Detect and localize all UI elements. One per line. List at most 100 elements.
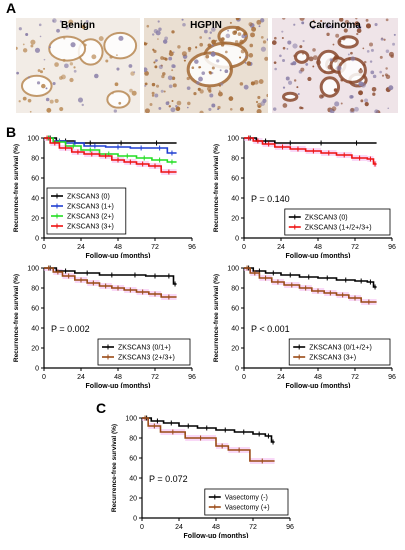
x-tick-label: 24	[77, 244, 85, 251]
stained-nucleus	[300, 67, 305, 72]
panel-letter-c: C	[96, 400, 107, 416]
stained-nucleus	[25, 32, 29, 37]
x-tick-label: 48	[114, 244, 122, 251]
stained-nucleus	[385, 18, 389, 22]
gland-lumen	[337, 35, 359, 49]
y-tick-label: 40	[129, 476, 137, 483]
stained-nucleus	[30, 39, 36, 45]
stained-nucleus	[116, 54, 118, 57]
micrograph-hgpin: HGPIN	[144, 18, 268, 113]
stained-nucleus	[360, 99, 364, 103]
stained-nucleus	[77, 97, 84, 103]
stained-nucleus	[339, 40, 342, 43]
stained-nucleus	[164, 36, 169, 41]
stained-nucleus	[282, 103, 288, 108]
y-axis-label: Recurrence-free survival (%)	[13, 144, 20, 232]
stained-nucleus	[39, 35, 42, 38]
stained-nucleus	[311, 26, 315, 30]
x-tick-label: 0	[42, 374, 46, 381]
stained-nucleus	[158, 64, 163, 70]
x-tick-label: 72	[351, 244, 359, 251]
stained-nucleus	[209, 93, 214, 98]
legend-label: Vasectomy (+)	[225, 505, 270, 512]
stained-nucleus	[168, 56, 173, 61]
stained-nucleus	[388, 85, 394, 91]
km-plot-b3: 0 20 40 60 80 100 0 24 48 72 96 Follow-up (months) R…	[13, 265, 196, 388]
stained-nucleus	[225, 33, 231, 39]
stained-nucleus	[256, 19, 262, 25]
stained-nucleus	[272, 107, 277, 111]
stained-nucleus	[52, 81, 56, 86]
stained-nucleus	[48, 46, 52, 49]
y-tick-label: 100	[27, 266, 39, 273]
legend-box	[288, 338, 391, 366]
stained-nucleus	[372, 92, 376, 96]
stained-nucleus	[160, 89, 164, 93]
stained-nucleus	[16, 71, 19, 75]
stained-nucleus	[65, 26, 69, 30]
stained-nucleus	[250, 81, 255, 86]
stained-nucleus	[157, 20, 160, 23]
y-tick-label: 0	[235, 366, 239, 373]
stained-nucleus	[224, 69, 229, 74]
stained-nucleus	[339, 18, 344, 22]
stained-nucleus	[379, 55, 383, 59]
stained-nucleus	[366, 50, 370, 53]
stained-nucleus	[282, 59, 286, 62]
stained-nucleus	[151, 33, 155, 36]
stained-nucleus	[341, 36, 346, 41]
stained-nucleus	[325, 23, 330, 29]
stained-nucleus	[49, 99, 54, 104]
confidence-band	[44, 268, 177, 300]
stained-nucleus	[333, 55, 339, 60]
stained-nucleus	[237, 32, 242, 36]
stained-nucleus	[168, 105, 171, 108]
stained-nucleus	[326, 32, 330, 37]
stained-nucleus	[128, 64, 133, 68]
stained-nucleus	[350, 56, 356, 62]
stained-nucleus	[54, 98, 59, 103]
stained-nucleus	[181, 51, 187, 57]
legend-label: ZKSCAN3 (1+/2+/3+)	[305, 225, 372, 232]
stained-nucleus	[383, 38, 386, 41]
stained-nucleus	[208, 107, 212, 111]
stained-nucleus	[281, 30, 284, 33]
stained-nucleus	[229, 107, 233, 111]
survival-curve	[44, 137, 177, 154]
stained-nucleus	[244, 61, 247, 64]
x-axis-label: Follow-up (months)	[86, 253, 151, 258]
legend-label: Vasectomy (-)	[225, 495, 268, 502]
stained-nucleus	[293, 23, 296, 26]
legend-box	[204, 488, 289, 516]
y-tick-label: 20	[31, 346, 39, 353]
stained-nucleus	[393, 33, 396, 36]
stained-nucleus	[308, 56, 314, 62]
legend-label: ZKSCAN3 (2+)	[67, 214, 114, 221]
stained-nucleus	[62, 58, 66, 62]
stained-nucleus	[262, 98, 267, 104]
stained-nucleus	[29, 110, 32, 113]
stained-nucleus	[258, 79, 264, 84]
y-tick-label: 80	[31, 286, 39, 293]
y-axis-label: Recurrence-free survival (%)	[13, 274, 20, 362]
stained-nucleus	[296, 86, 299, 89]
stained-nucleus	[292, 61, 297, 66]
y-tick-label: 0	[35, 236, 39, 243]
stained-nucleus	[299, 106, 303, 110]
stained-nucleus	[154, 93, 159, 98]
stained-nucleus	[73, 66, 76, 69]
stained-nucleus	[279, 54, 282, 58]
stained-nucleus	[349, 26, 352, 29]
stained-nucleus	[362, 47, 365, 50]
stained-nucleus	[131, 90, 137, 96]
x-tick-label: 72	[151, 374, 159, 381]
stained-nucleus	[297, 92, 300, 96]
stained-nucleus	[347, 53, 350, 56]
stained-nucleus	[91, 54, 97, 60]
y-tick-label: 60	[31, 306, 39, 313]
x-tick-label: 96	[286, 524, 294, 531]
stained-nucleus	[215, 39, 218, 42]
stained-nucleus	[211, 27, 216, 32]
stained-nucleus	[344, 19, 350, 25]
micrograph-image	[144, 18, 268, 113]
